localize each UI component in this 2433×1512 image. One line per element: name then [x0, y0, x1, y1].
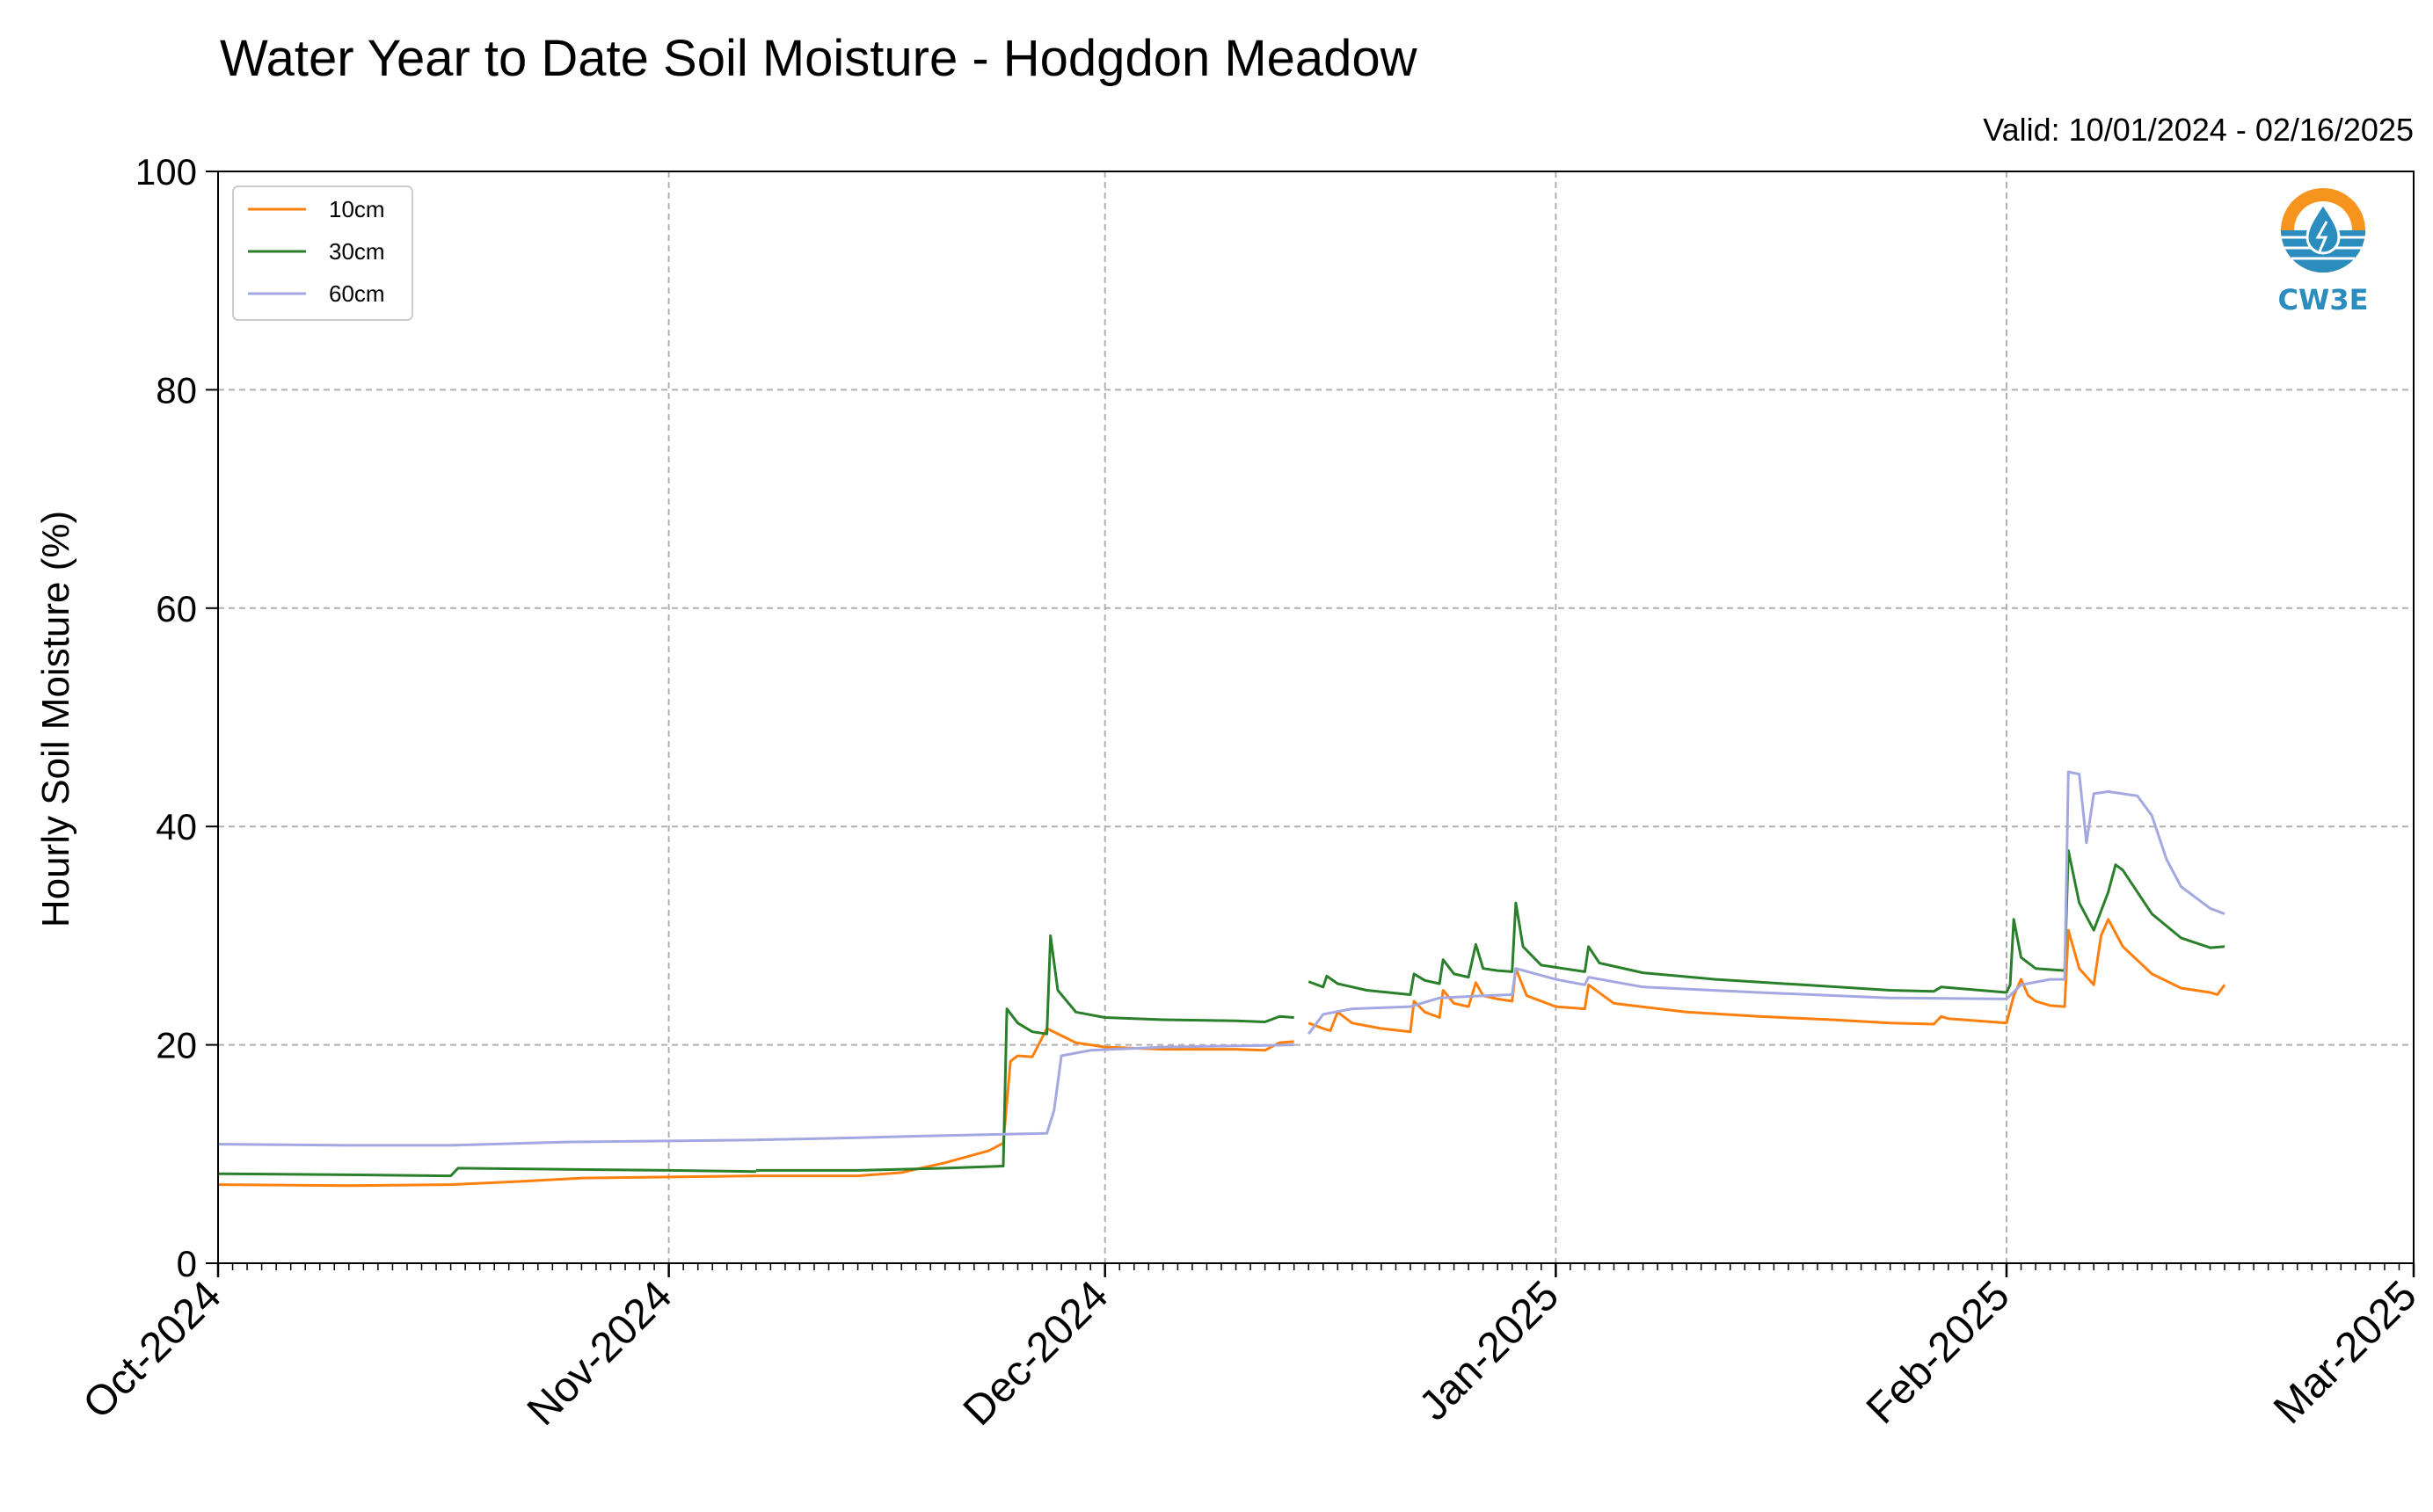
- x-tick-label: Dec-2024: [955, 1272, 1118, 1435]
- y-tick-label: 80: [156, 369, 197, 411]
- series-30cm: [217, 849, 2225, 1178]
- series-line-10cm: [217, 1174, 756, 1188]
- y-axis-label: Hourly Soil Moisture (%): [34, 511, 77, 927]
- y-tick-label: 40: [156, 806, 197, 847]
- legend-label: 30cm: [329, 238, 385, 265]
- y-tick-label: 60: [156, 588, 197, 629]
- legend-box: [232, 185, 413, 321]
- x-axis: Oct-2024 Nov-2024 Dec-2024 Jan-2025 Feb-2025…: [75, 1263, 2426, 1435]
- x-tick-label: Mar-2025: [2265, 1272, 2426, 1433]
- series-line-60cm: [755, 1043, 1294, 1142]
- logo-text: CW3E: [2278, 283, 2369, 316]
- x-tick-label: Nov-2024: [519, 1272, 681, 1435]
- y-tick-label: 20: [156, 1025, 197, 1066]
- y-tick-label: 0: [177, 1243, 197, 1284]
- series-line-30cm: [217, 1167, 756, 1178]
- gridlines: [218, 171, 2414, 1263]
- cw3e-logo: CW3E: [2278, 188, 2369, 316]
- y-tick-label: 100: [135, 151, 197, 193]
- legend-label: 10cm: [329, 196, 385, 222]
- series-60cm: [217, 770, 2225, 1147]
- x-tick-label: Feb-2025: [1858, 1272, 2019, 1433]
- series-10cm: [217, 918, 2226, 1188]
- lightning-icon: [2315, 221, 2328, 252]
- chart-subtitle: Valid: 10/01/2024 - 02/16/2025: [1983, 112, 2414, 148]
- series-line-10cm: [755, 1027, 1294, 1178]
- series-line-10cm: [1308, 918, 2226, 1034]
- x-tick-label: Oct-2024: [75, 1272, 230, 1428]
- legend: 10cm 30cm 60cm: [232, 185, 413, 321]
- x-tick-label: Jan-2025: [1410, 1272, 1568, 1429]
- series-line-30cm: [755, 934, 1294, 1172]
- y-axis: 0 20 40 60 80 100: [135, 151, 218, 1284]
- series-layer: [217, 770, 2226, 1188]
- series-line-60cm: [217, 1138, 756, 1147]
- plot-frame: [217, 171, 2415, 1264]
- series-line-60cm: [1307, 770, 2225, 1036]
- series-line-30cm: [1308, 849, 2225, 996]
- chart-title: Water Year to Date Soil Moisture - Hodgd…: [220, 30, 1418, 87]
- legend-label: 60cm: [329, 280, 385, 307]
